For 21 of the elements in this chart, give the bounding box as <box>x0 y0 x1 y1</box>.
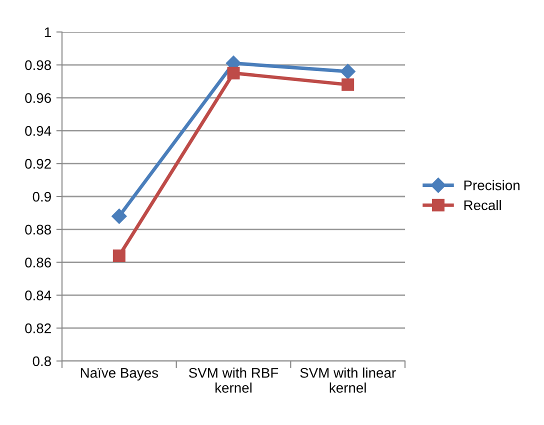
point <box>112 249 126 262</box>
x-tick-label: Naïve Bayes <box>80 368 158 381</box>
point <box>112 208 127 224</box>
y-tick-label: 0.88 <box>25 224 51 235</box>
y-tick-label: 0.86 <box>25 258 51 268</box>
point <box>342 78 354 91</box>
y-tick-label: 0.96 <box>25 93 51 103</box>
point <box>340 64 356 80</box>
y-tick-label: 1 <box>44 27 51 38</box>
point <box>227 66 240 80</box>
legend-label: Recall <box>464 200 501 210</box>
y-tick-label: 0.94 <box>25 126 52 136</box>
y-tick-label: 0.84 <box>25 290 52 300</box>
y-tick-label: 0.98 <box>25 60 51 70</box>
legend-label: Precision <box>464 180 520 190</box>
y-tick-label: 0.92 <box>25 158 51 169</box>
y-tick-label: 0.8 <box>32 356 51 366</box>
y-tick-label: 0.9 <box>32 192 51 202</box>
y-tick-label: 0.82 <box>25 323 51 334</box>
x-tick-label: SVM with linear kernel <box>300 368 396 393</box>
x-tick-label: SVM with RBF kernel <box>188 368 278 393</box>
